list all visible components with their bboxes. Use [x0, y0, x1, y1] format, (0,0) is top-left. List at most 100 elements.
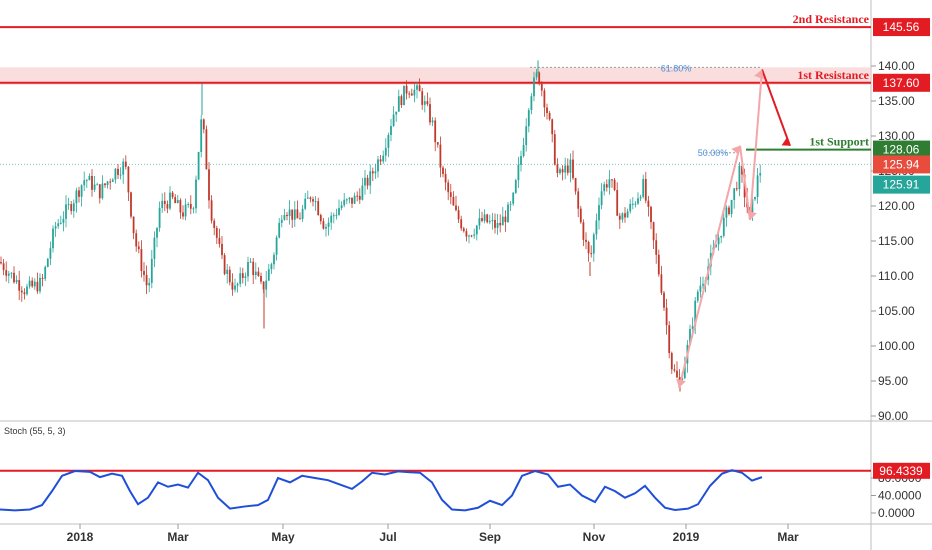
candle-body	[338, 208, 340, 215]
candle-body	[254, 271, 257, 275]
candle-body	[140, 249, 143, 271]
candle-body	[325, 226, 327, 229]
candle-body	[122, 161, 125, 175]
candle-body	[187, 203, 190, 205]
badge-137-text: 137.60	[883, 76, 920, 90]
candle-body	[54, 226, 57, 229]
candle-body	[75, 190, 78, 204]
candle-body	[145, 274, 148, 286]
candle-body	[559, 169, 561, 174]
candle-body	[361, 185, 364, 200]
price-tick-label: 130.00	[878, 129, 915, 143]
1st-support-label: 1st Support	[809, 135, 869, 149]
candle-body	[517, 164, 520, 181]
candle-body	[647, 200, 650, 207]
candle-body	[156, 227, 158, 238]
price-tick-label: 90.00	[878, 409, 908, 423]
projection-arrow-up-1	[678, 145, 741, 389]
candle-body	[241, 273, 244, 278]
candle-body	[7, 273, 10, 276]
candle-body	[286, 214, 288, 217]
candle-body	[702, 283, 704, 286]
candle-body	[652, 222, 655, 241]
candle-body	[408, 93, 411, 95]
price-tick-label: 105.00	[878, 304, 915, 318]
candle-body	[639, 196, 642, 199]
candle-body	[473, 234, 476, 236]
badge-145-text: 145.56	[883, 20, 920, 34]
candle-body	[296, 209, 299, 219]
candle-body	[236, 283, 239, 286]
candle-body	[231, 282, 234, 290]
candle-body	[616, 190, 619, 216]
candle-body	[184, 204, 187, 217]
candle-body	[348, 197, 351, 200]
candle-body	[70, 204, 73, 212]
candle-body	[252, 261, 255, 275]
candle-body	[751, 199, 754, 214]
arrow-head-3	[747, 210, 757, 220]
candle-body	[520, 156, 522, 165]
candle-body	[431, 120, 434, 123]
candle-body	[275, 237, 278, 255]
candle-body	[650, 206, 652, 223]
candle-body	[52, 228, 54, 249]
stoch-level-badge-text: 96.4339	[879, 464, 923, 478]
candle-body	[364, 177, 366, 186]
candle-body	[535, 72, 538, 78]
candle-body	[696, 291, 699, 301]
candle-body	[351, 197, 353, 204]
candle-body	[756, 175, 759, 197]
candle-body	[322, 221, 325, 229]
candle-body	[478, 218, 481, 226]
candle-body	[397, 96, 400, 112]
candle-body	[429, 104, 431, 123]
candle-body	[512, 192, 515, 204]
candle-body	[585, 239, 587, 242]
candle-body	[434, 120, 437, 143]
price-tick-label: 100.00	[878, 339, 915, 353]
stoch-tick-label: 0.0000	[878, 506, 915, 520]
candle-body	[600, 191, 603, 206]
candle-body	[137, 246, 140, 250]
candle-body	[202, 119, 205, 130]
candle-body	[613, 179, 616, 191]
projection-arrow-down-2	[761, 69, 791, 147]
candle-body	[278, 222, 281, 238]
candle-body	[299, 218, 301, 220]
price-tick-label: 135.00	[878, 94, 915, 108]
candle-body	[93, 184, 96, 190]
candle-body	[553, 134, 556, 165]
candle-body	[119, 174, 122, 176]
candle-body	[475, 225, 478, 235]
stoch-line	[0, 469, 763, 512]
candle-body	[465, 231, 468, 237]
candle-body	[566, 165, 569, 173]
candle-body	[257, 271, 260, 276]
candle-body	[470, 235, 473, 237]
candle-body	[455, 205, 457, 211]
candle-body	[111, 179, 114, 182]
candle-body	[715, 244, 717, 248]
candle-body	[28, 280, 31, 287]
candle-body	[730, 199, 733, 215]
candle-body	[689, 328, 691, 345]
candle-body	[564, 165, 567, 173]
candle-body	[595, 220, 598, 235]
candle-body	[436, 142, 439, 145]
candle-body	[148, 282, 151, 286]
candle-body	[72, 203, 75, 212]
candle-body	[85, 180, 88, 182]
candle-body	[678, 377, 681, 380]
level-badge-128: 128.06	[873, 140, 930, 159]
candle-body	[611, 179, 613, 181]
candle-body	[572, 159, 574, 179]
price-badge-red-text: 125.94	[883, 157, 920, 171]
candle-body	[127, 166, 130, 193]
candle-body	[483, 214, 486, 221]
price-tick-label: 140.00	[878, 59, 915, 73]
candle-body	[195, 179, 197, 209]
candle-body	[273, 254, 275, 265]
candle-body	[215, 227, 218, 238]
candle-body	[668, 325, 671, 354]
